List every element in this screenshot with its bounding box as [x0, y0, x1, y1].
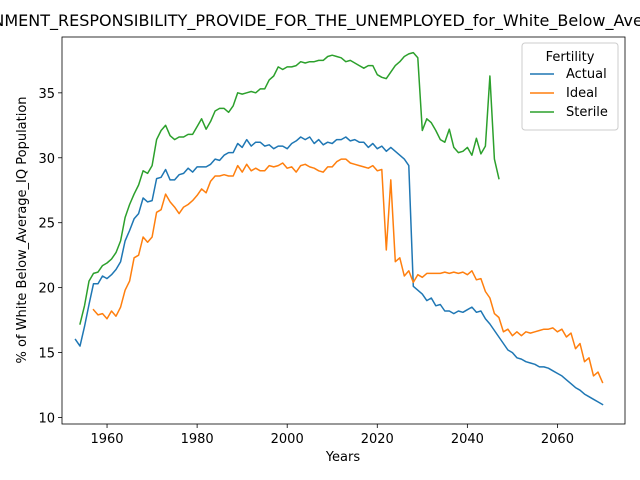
legend-label-ideal: Ideal: [566, 86, 598, 101]
x-tick-label: 1980: [181, 432, 214, 447]
x-tick-label: 1960: [90, 432, 123, 447]
y-tick-label: 35: [38, 87, 55, 102]
x-axis-label: Years: [325, 450, 361, 465]
series-line-sterile: [79, 51, 500, 325]
x-tick-label: 2000: [271, 432, 304, 447]
y-tick-label: 25: [38, 217, 55, 232]
y-axis-label: % of White Below_Average_IQ Population: [15, 96, 30, 363]
series-line-actual: [74, 136, 604, 406]
x-axis-ticks: 1960 1980 2000 2020 2040 2060: [90, 424, 574, 447]
y-tick-label: 20: [38, 282, 55, 297]
x-tick-label: 2040: [451, 432, 484, 447]
y-axis-ticks: 10 15 20 25 30 35: [38, 87, 62, 427]
legend: Fertility Actual Ideal Sterile: [521, 42, 619, 131]
y-tick-label: 10: [38, 412, 55, 427]
plot-frame: [61, 36, 626, 425]
legend-title: Fertility: [546, 50, 595, 65]
y-tick-label: 30: [38, 152, 55, 167]
series-group: [74, 51, 604, 406]
series-line-ideal: [92, 158, 604, 384]
y-tick-label: 15: [38, 347, 55, 362]
chart-title: GOVERNMENT_RESPONSIBILITY_PROVIDE_FOR_TH…: [0, 11, 640, 31]
legend-box: [521, 42, 619, 131]
x-tick-label: 2060: [541, 432, 574, 447]
legend-label-sterile: Sterile: [566, 105, 608, 120]
legend-label-actual: Actual: [566, 67, 607, 82]
x-tick-label: 2020: [361, 432, 394, 447]
